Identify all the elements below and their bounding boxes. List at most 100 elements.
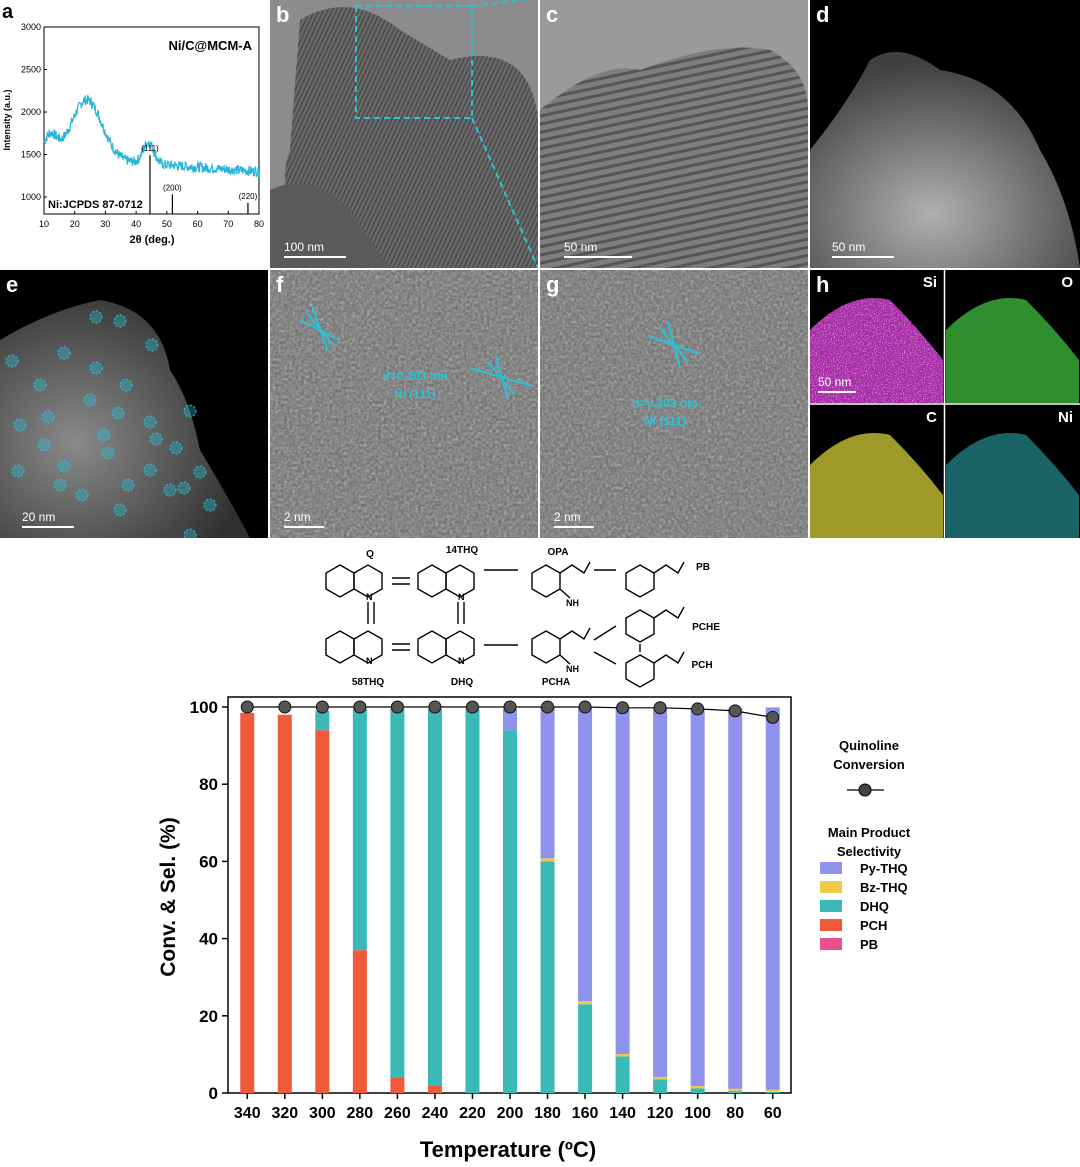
particle-marker bbox=[183, 528, 197, 538]
conversion-point-180 bbox=[541, 700, 555, 714]
xrd-x-tick-label: 70 bbox=[223, 219, 233, 229]
panel-h: h Si O C Ni 50 nm bbox=[810, 270, 1080, 538]
x-tick-label: 240 bbox=[422, 1105, 449, 1122]
svg-text:N: N bbox=[458, 656, 465, 666]
panel-f: f d=0.203 nm Ni (111) 2 nm bbox=[270, 270, 538, 538]
element-label: Ni bbox=[1058, 409, 1073, 426]
f-annotation: d=0.203 nm Ni (111) bbox=[360, 369, 470, 401]
legend: Quinoline Conversion Main Product Select… bbox=[820, 738, 911, 952]
particle-marker bbox=[113, 314, 127, 328]
conversion-point-280 bbox=[353, 700, 367, 714]
bar-dhq-240 bbox=[427, 708, 442, 1086]
bar-dhq-140 bbox=[615, 1056, 630, 1093]
bar-dhq-200 bbox=[503, 730, 517, 1093]
particle-marker bbox=[101, 446, 115, 460]
particle-marker bbox=[177, 481, 191, 495]
bar-dhq-100 bbox=[690, 1088, 705, 1093]
bar-pch-260 bbox=[390, 1077, 405, 1093]
map-ni: Ni bbox=[946, 405, 1079, 538]
xrd-y-tick-label: 1000 bbox=[21, 192, 41, 202]
xrd-chart: a 10 20 30 40 50 60 70 80 10001500200025003000 … bbox=[2, 1, 264, 246]
x-tick-label: 100 bbox=[684, 1105, 711, 1122]
conversion-point-160 bbox=[578, 700, 592, 714]
x-tick-label: 60 bbox=[764, 1105, 782, 1122]
legend-conversion-title-1: Quinoline bbox=[839, 738, 899, 753]
mol-14thq: 14THQ bbox=[446, 545, 478, 556]
y-tick-label: 20 bbox=[199, 1007, 218, 1026]
panel-a-label: a bbox=[2, 1, 14, 23]
bar-py-thq-120 bbox=[653, 708, 668, 1078]
x-tick-label: 140 bbox=[609, 1105, 636, 1122]
y-axis-label: Conv. & Sel. (%) bbox=[157, 817, 180, 976]
xrd-x-tick-label: 60 bbox=[193, 219, 203, 229]
x-tick-label: 320 bbox=[271, 1105, 298, 1122]
svg-text:NH: NH bbox=[566, 598, 579, 608]
panel-e-label: e bbox=[6, 272, 19, 297]
scale-text: 50 nm bbox=[818, 375, 852, 389]
f-plane: Ni (111) bbox=[393, 387, 437, 401]
legend-label-bz-thq: Bz-THQ bbox=[860, 880, 908, 895]
map-c: C bbox=[810, 405, 943, 538]
xrd-y-tick-label: 1500 bbox=[21, 150, 41, 160]
mol-pb: PB bbox=[696, 562, 710, 573]
f-d-spacing: d=0.203 nm bbox=[382, 369, 448, 383]
xrd-x-tick-label: 80 bbox=[254, 219, 264, 229]
bar-py-thq-80 bbox=[728, 708, 743, 1089]
panel-e-scale: 20 nm bbox=[22, 510, 74, 528]
svg-text:N: N bbox=[366, 656, 373, 666]
svg-text:N: N bbox=[458, 592, 465, 602]
xrd-x-label: 2θ (deg.) bbox=[129, 234, 174, 246]
y-tick-label: 100 bbox=[190, 698, 218, 717]
particle-marker bbox=[203, 498, 217, 512]
bar-pch-280 bbox=[352, 950, 367, 1093]
xrd-x-ticks: 10 20 30 40 50 60 70 80 bbox=[39, 211, 264, 229]
panel-h-scale: 50 nm bbox=[818, 375, 856, 393]
bars bbox=[240, 707, 780, 1093]
bar-bz-thq-60 bbox=[765, 1089, 780, 1092]
particle-marker bbox=[145, 338, 159, 352]
conversion-point-80 bbox=[728, 704, 742, 718]
particle-marker bbox=[75, 488, 89, 502]
bar-dhq-220 bbox=[465, 708, 480, 1093]
xrd-x-tick-label: 40 bbox=[131, 219, 141, 229]
xrd-y-tick-label: 3000 bbox=[21, 22, 41, 32]
xrd-y-label: Intensity (a.u.) bbox=[2, 89, 12, 150]
mol-q: Q bbox=[366, 549, 374, 560]
conversion-point-100 bbox=[691, 702, 705, 716]
bar-py-thq-180 bbox=[540, 707, 555, 859]
xrd-y-ticks: 1000 1500 2000 2500 3000 bbox=[21, 22, 47, 202]
particle-marker bbox=[13, 418, 27, 432]
panel-c-label: c bbox=[546, 2, 559, 27]
bar-py-thq-140 bbox=[615, 708, 630, 1055]
panel-e: e 20 nm bbox=[0, 270, 268, 538]
panel-b: b 100 nm bbox=[270, 0, 538, 268]
conversion-point-240 bbox=[428, 700, 442, 714]
bar-pch-300 bbox=[315, 730, 330, 1093]
x-axis: 340 320 300 280 260 240 220 200 180 160 140 120 100 8… bbox=[234, 1093, 782, 1122]
bar-py-thq-160 bbox=[578, 707, 593, 1002]
conversion-points bbox=[240, 700, 780, 724]
mol-pcha: PCHA bbox=[542, 677, 570, 688]
x-tick-label: 160 bbox=[572, 1105, 599, 1122]
map-si: Si bbox=[810, 270, 943, 403]
panel-c-scale: 50 nm bbox=[564, 240, 632, 258]
bar-dhq-280 bbox=[352, 708, 367, 951]
x-tick-label: 120 bbox=[647, 1105, 674, 1122]
x-tick-label: 220 bbox=[459, 1105, 486, 1122]
xrd-curve bbox=[43, 94, 260, 177]
scale-text: 2 nm bbox=[554, 510, 581, 524]
bar-py-thq-200 bbox=[503, 708, 517, 731]
legend-conversion-marker bbox=[858, 783, 872, 797]
panel-f-scale: 2 nm bbox=[284, 510, 324, 528]
particle-marker bbox=[111, 406, 125, 420]
particle-marker bbox=[37, 438, 51, 452]
x-tick-label: 180 bbox=[534, 1105, 561, 1122]
xrd-x-tick-label: 50 bbox=[162, 219, 172, 229]
panel-b-scale: 100 nm bbox=[284, 240, 346, 258]
x-tick-label: 80 bbox=[726, 1105, 744, 1122]
particle-marker bbox=[163, 483, 177, 497]
bar-bz-thq-180 bbox=[540, 858, 555, 862]
panel-a: a 10 20 30 40 50 60 70 80 1000 1500 2000 2500 3000 … bbox=[0, 0, 268, 268]
panel-d-label: d bbox=[816, 2, 830, 27]
mol-opa: OPA bbox=[548, 547, 569, 558]
